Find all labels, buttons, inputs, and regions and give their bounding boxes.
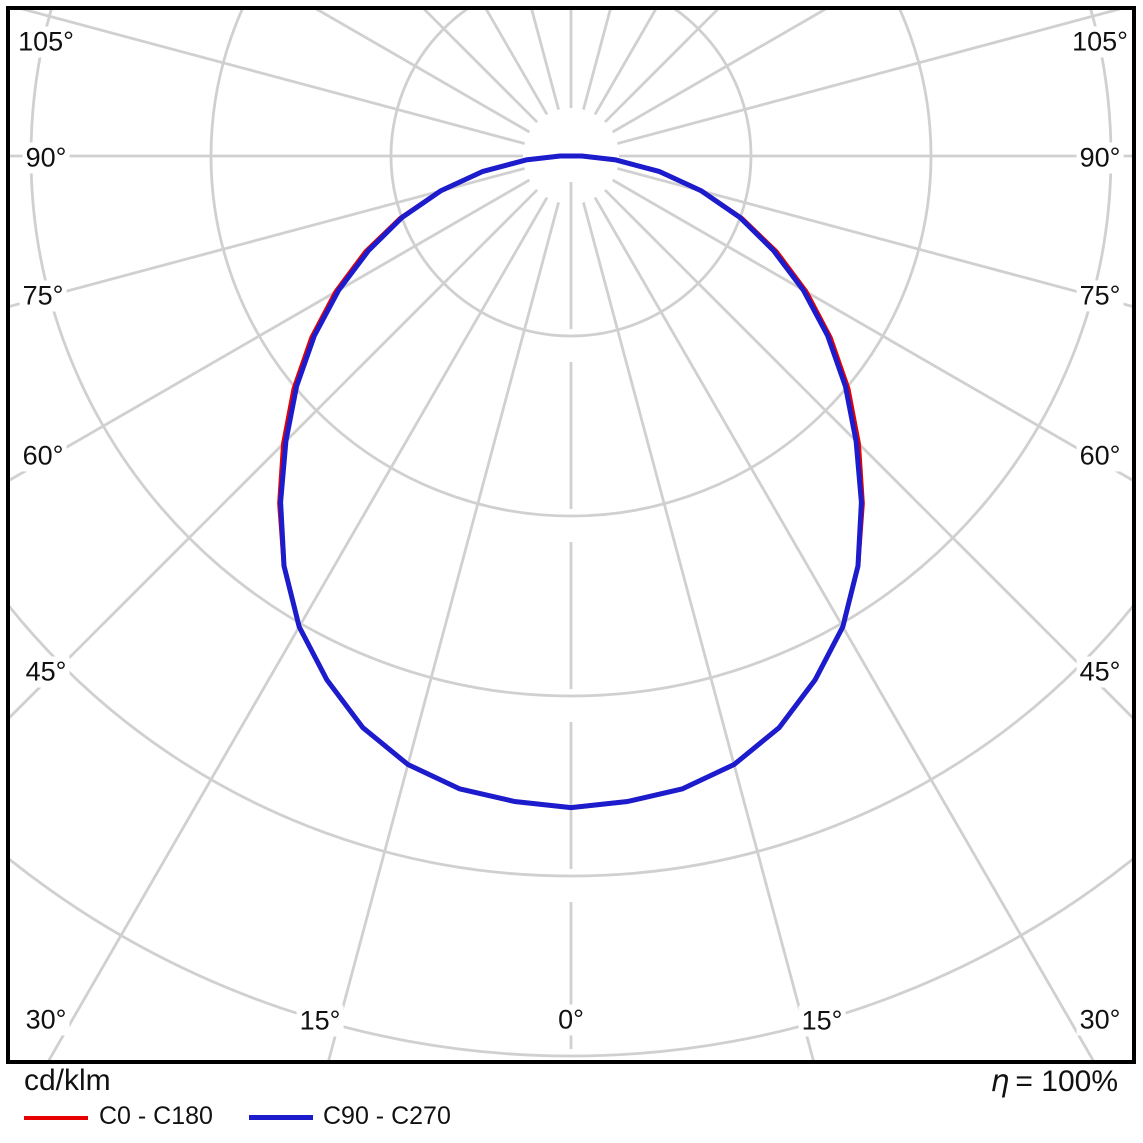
angle-label-left-30: 30° (22, 1004, 70, 1036)
angle-label-left-105: 105° (15, 26, 77, 58)
legend-label-c90-c270: C90 - C270 (323, 1102, 451, 1130)
angle-label-right-75: 75° (1076, 280, 1124, 312)
angle-label-left-60: 60° (19, 440, 67, 472)
angle-label-right-45: 45° (1076, 656, 1124, 688)
eta-symbol: η (990, 1064, 1010, 1099)
legend-swatch-c0-c180 (24, 1116, 88, 1120)
legend-label-c0-c180: C0 - C180 (99, 1102, 213, 1130)
efficiency-label: η = 100% (990, 1064, 1118, 1099)
angle-label-bottom-15-left: 15° (296, 1005, 344, 1037)
angle-label-bottom-15-right: 15° (798, 1005, 846, 1037)
angle-label-right-90: 90° (1076, 142, 1124, 174)
angle-label-left-45: 45° (22, 656, 70, 688)
angle-label-right-60: 60° (1076, 440, 1124, 472)
angle-label-bottom-0: 0° (555, 1004, 587, 1036)
eta-value: = 100% (1015, 1065, 1118, 1098)
unit-label: cd/klm (24, 1064, 111, 1097)
angle-label-left-75: 75° (19, 280, 67, 312)
legend-swatch-c90-c270 (249, 1115, 313, 1120)
angle-label-left-90: 90° (22, 142, 70, 174)
angle-label-right-30: 30° (1076, 1004, 1124, 1036)
angle-label-right-105: 105° (1069, 26, 1131, 58)
